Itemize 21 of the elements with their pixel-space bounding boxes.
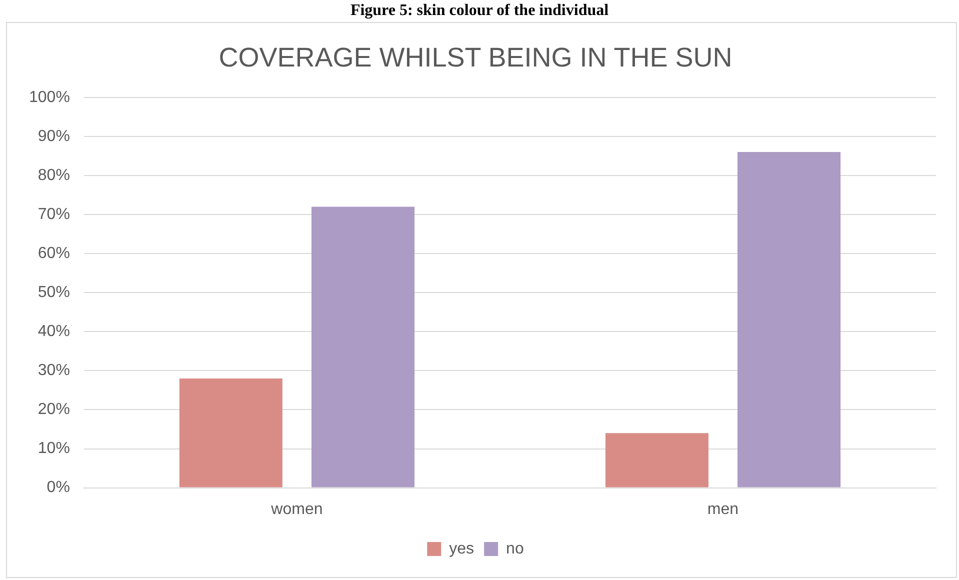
bar	[179, 378, 282, 488]
caption: Figure 5: skin colour of the individual	[349, 1, 610, 21]
y-tick-label: 50%	[38, 284, 70, 302]
chart-title: COVERAGE WHILST BEING IN THE SUN	[218, 42, 732, 73]
y-tick-label: 60%	[38, 244, 70, 262]
legend-label: yes	[449, 540, 474, 558]
y-tick-label: 90%	[38, 128, 70, 145]
y-tick-label: 0%	[46, 479, 70, 496]
x-tick-label: women	[270, 500, 323, 518]
y-tick-label: 100%	[29, 88, 70, 106]
y-tick-label: 20%	[38, 401, 70, 418]
y-tick-label: 70%	[38, 206, 70, 223]
y-tick-label: 40%	[38, 323, 70, 340]
legend-label: no	[506, 540, 524, 558]
bar	[311, 206, 414, 488]
bar	[738, 152, 841, 488]
bar	[605, 433, 708, 488]
x-tick-label: men	[707, 500, 739, 518]
y-tick-label: 10%	[38, 440, 70, 458]
y-tick-label: 80%	[38, 166, 70, 184]
y-tick-label: 30%	[38, 362, 70, 380]
